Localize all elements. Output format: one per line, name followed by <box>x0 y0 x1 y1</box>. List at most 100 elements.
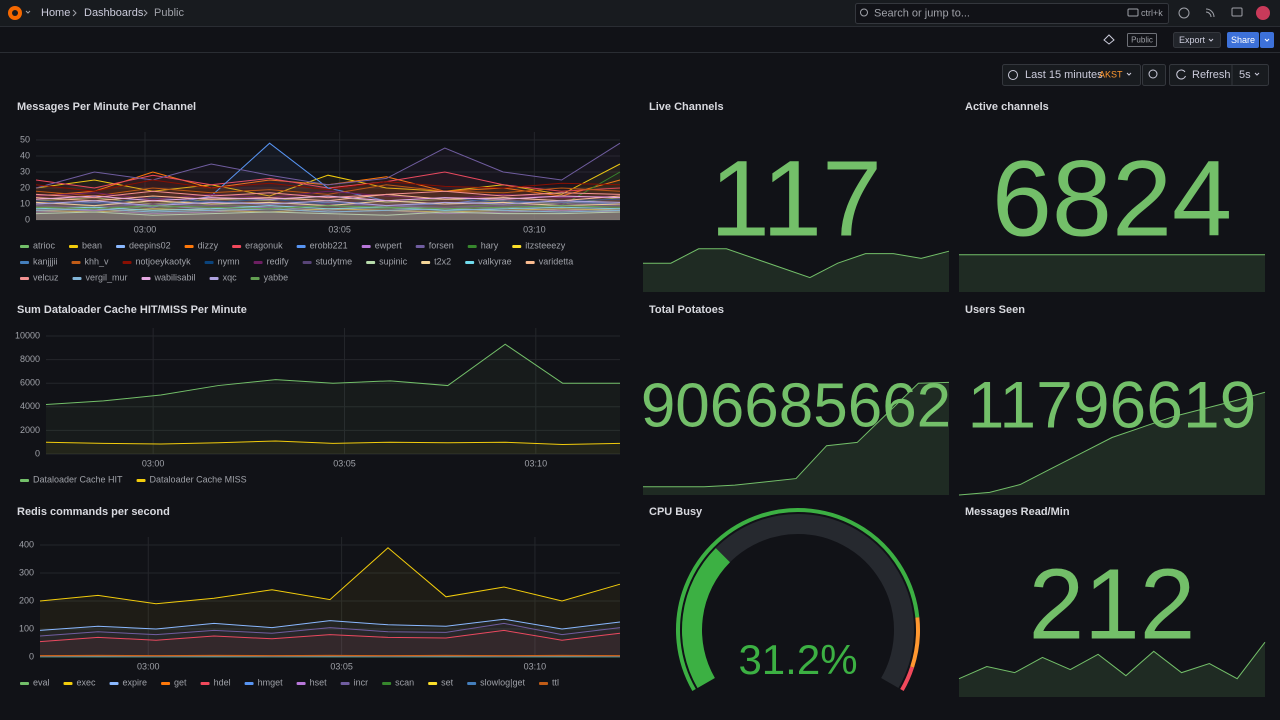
legend-label[interactable]: eval <box>33 677 50 687</box>
legend-label[interactable]: nymn <box>218 256 240 266</box>
breadcrumb[interactable]: Dashboards <box>84 7 144 19</box>
legend-swatch <box>109 682 119 685</box>
y-tick-label: 30 <box>20 166 30 176</box>
legend-label[interactable]: dizzy <box>198 240 219 250</box>
legend-swatch <box>302 261 312 264</box>
series-line <box>35 200 621 207</box>
sparkline <box>643 248 950 279</box>
legend-label[interactable]: velcuz <box>33 272 59 282</box>
timezone: AKST <box>1099 69 1123 79</box>
star-icon[interactable] <box>1103 34 1115 45</box>
refresh-picker[interactable] <box>1169 64 1269 86</box>
legend-label[interactable]: set <box>441 677 454 687</box>
y-tick-label: 200 <box>19 595 34 605</box>
legend-label[interactable]: khh_v <box>85 256 110 266</box>
y-tick-label: 0 <box>25 214 30 224</box>
series-area <box>36 200 620 220</box>
chevron <box>1264 38 1270 42</box>
legend-swatch <box>71 261 81 264</box>
legend-label[interactable]: incr <box>354 677 369 687</box>
legend-label[interactable]: t2x2 <box>434 256 451 266</box>
legend-label[interactable]: kanjjjii <box>33 256 58 266</box>
series-area <box>36 205 620 220</box>
legend-label[interactable]: wabilisabil <box>154 272 196 282</box>
search-box[interactable] <box>855 3 1169 24</box>
export-button[interactable] <box>1173 32 1221 48</box>
legend-label[interactable]: Dataloader Cache HIT <box>33 474 123 484</box>
series-line <box>35 195 621 202</box>
series-line <box>35 190 621 199</box>
legend-swatch <box>467 682 477 685</box>
legend-label[interactable]: slowlog|get <box>480 677 525 687</box>
legend-label[interactable]: deepins02 <box>129 240 171 250</box>
legend-label[interactable]: bean <box>82 240 102 250</box>
y-tick-label: 40 <box>20 150 30 160</box>
legend-label[interactable]: hdel <box>214 677 231 687</box>
legend-label[interactable]: eragonuk <box>245 240 283 250</box>
legend-swatch <box>340 682 350 685</box>
legend-label[interactable]: erobb221 <box>310 240 348 250</box>
news-icon[interactable] <box>1205 8 1215 18</box>
legend-label[interactable]: itzsteeezy <box>525 240 566 250</box>
series-line <box>35 142 621 189</box>
series-area <box>36 200 620 220</box>
legend-label[interactable]: vergil_mur <box>86 272 128 282</box>
series-line <box>35 205 621 210</box>
kbd-icon <box>1127 8 1139 17</box>
kiosk-icon[interactable] <box>1231 7 1243 17</box>
series-area <box>36 205 620 220</box>
share-button[interactable] <box>1227 32 1259 48</box>
legend-swatch <box>428 682 438 685</box>
threshold-band <box>910 617 920 668</box>
series-line <box>35 205 621 211</box>
legend-swatch <box>539 682 549 685</box>
legend-label[interactable]: notjoeykaotyk <box>136 256 192 266</box>
gauge-value <box>682 548 731 688</box>
legend-label[interactable]: supinic <box>379 256 408 266</box>
legend-label[interactable]: scan <box>395 677 414 687</box>
series-line <box>35 211 621 216</box>
legend-swatch <box>69 245 79 248</box>
series-area <box>36 208 620 220</box>
legend-swatch <box>141 277 151 280</box>
legend-label[interactable]: xqc <box>223 272 238 282</box>
panel-title: Redis commands per second <box>17 506 170 518</box>
refresh-label: Refresh <box>1192 69 1231 81</box>
breadcrumb[interactable]: Home <box>41 7 70 19</box>
x-tick-label: 03:05 <box>330 661 353 671</box>
panel-title: Active channels <box>965 101 1049 113</box>
legend-label[interactable]: varidetta <box>539 256 574 266</box>
legend-label[interactable]: hset <box>310 677 328 687</box>
legend-swatch <box>200 682 210 685</box>
legend-label[interactable]: redify <box>267 256 290 266</box>
legend-label[interactable]: studytme <box>316 256 353 266</box>
panel <box>640 298 952 498</box>
avatar[interactable] <box>1256 6 1270 20</box>
share-dropdown[interactable] <box>1260 32 1274 48</box>
legend-swatch <box>184 245 194 248</box>
shortcut: ctrl+k <box>1141 8 1163 18</box>
legend-label[interactable]: hary <box>481 240 499 250</box>
legend-label[interactable]: expire <box>123 677 148 687</box>
legend-swatch <box>122 261 132 264</box>
legend-swatch <box>465 261 475 264</box>
help-icon[interactable] <box>1178 7 1190 19</box>
legend-label[interactable]: Dataloader Cache MISS <box>150 474 247 484</box>
legend-label[interactable]: ttl <box>552 677 559 687</box>
legend-label[interactable]: hmget <box>258 677 284 687</box>
sparkline-area <box>959 392 1265 495</box>
legend-label[interactable]: yabbe <box>264 272 289 282</box>
series-area <box>36 196 620 220</box>
y-tick-label: 50 <box>20 134 30 144</box>
sparkline-area <box>643 382 949 495</box>
legend-label[interactable]: ewpert <box>375 240 403 250</box>
legend-label[interactable]: atrioc <box>33 240 56 250</box>
legend-label[interactable]: exec <box>77 677 97 687</box>
series-area <box>36 200 620 220</box>
time-picker[interactable] <box>1002 64 1141 86</box>
legend-swatch <box>72 277 82 280</box>
zoom-out-button[interactable] <box>1142 64 1166 86</box>
legend-label[interactable]: valkyrae <box>478 256 512 266</box>
legend-label[interactable]: forsen <box>429 240 454 250</box>
legend-label[interactable]: get <box>174 677 187 687</box>
